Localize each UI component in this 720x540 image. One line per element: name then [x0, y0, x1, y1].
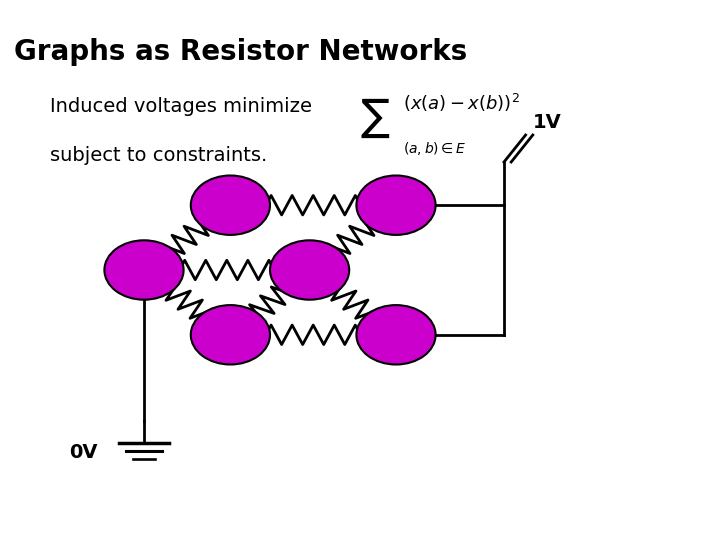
Text: Graphs as Resistor Networks: Graphs as Resistor Networks: [14, 38, 468, 66]
Circle shape: [191, 305, 270, 364]
Circle shape: [270, 240, 349, 300]
Circle shape: [191, 176, 270, 235]
Circle shape: [356, 176, 436, 235]
Text: Induced voltages minimize: Induced voltages minimize: [50, 97, 312, 116]
Circle shape: [104, 240, 184, 300]
Circle shape: [356, 305, 436, 364]
Text: $\sum$: $\sum$: [360, 97, 390, 140]
Text: $(x(a) - x(b))^2$: $(x(a) - x(b))^2$: [403, 92, 520, 114]
Text: subject to constraints.: subject to constraints.: [50, 146, 268, 165]
Text: $(a,b)\in E$: $(a,b)\in E$: [403, 140, 467, 157]
Text: 0V: 0V: [68, 443, 97, 462]
Text: 1V: 1V: [533, 113, 562, 132]
